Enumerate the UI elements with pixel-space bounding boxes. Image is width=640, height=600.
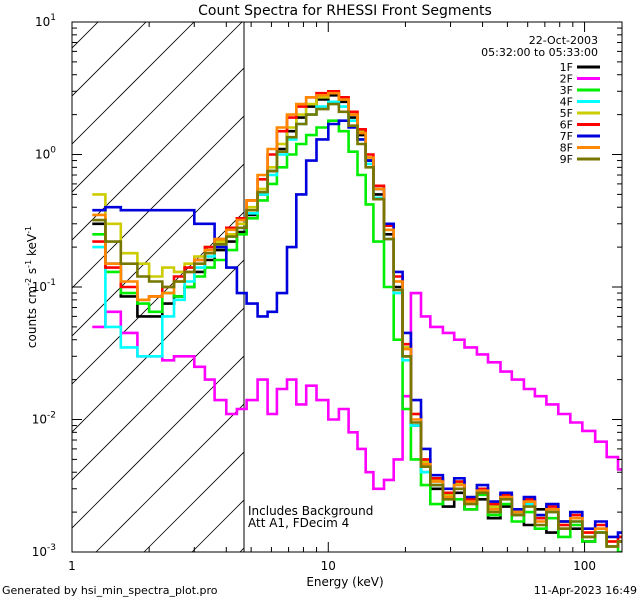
ylabel-part-1: counts cm: [25, 286, 39, 348]
y-tick-label: 10-2: [32, 411, 56, 427]
series-2F: [92, 291, 622, 491]
ylabel-sup-1: -2: [24, 278, 33, 286]
y-tick-label-base: 10: [35, 148, 50, 162]
legend-label-6F: 6F: [560, 119, 573, 132]
series-9F: [92, 102, 622, 548]
series-7F: [92, 119, 622, 539]
hatch-line: [72, 163, 244, 337]
hatch-line: [72, 355, 244, 529]
y-tick-label-exponent: -1: [47, 278, 56, 288]
hatch-line: [288, 0, 640, 552]
series-3F: [92, 119, 622, 552]
series-1F: [92, 94, 622, 548]
series-8F: [92, 91, 622, 548]
y-tick-label: 100: [35, 146, 56, 162]
y-tick-label: 10-3: [32, 543, 56, 559]
ylabel-part-3: keV: [25, 233, 39, 260]
y-tick-label: 10-1: [32, 278, 56, 294]
legend-label-7F: 7F: [560, 130, 573, 143]
hatch-line: [0, 0, 80, 552]
hatch-line: [72, 259, 244, 433]
x-axis-label: Energy (keV): [306, 575, 383, 589]
x-tick-label: 100: [573, 559, 596, 573]
y-tick-label-base: 10: [32, 545, 47, 559]
annotation-attenuator: Att A1, FDecim 4: [248, 516, 349, 530]
legend-label-2F: 2F: [560, 73, 573, 86]
y-tick-label-exponent: -3: [47, 543, 56, 553]
y-tick-label-base: 10: [35, 15, 50, 29]
legend-label-3F: 3F: [560, 84, 573, 97]
legend-label-9F: 9F: [560, 153, 573, 166]
hatch-line: [384, 0, 640, 552]
footer-generated-by: Generated by hsi_min_spectra_plot.pro: [2, 584, 218, 597]
hatch-line: [432, 0, 640, 552]
hatch-line: [95, 403, 244, 552]
hatch-line: [72, 22, 243, 193]
hatched-region: [0, 0, 640, 552]
footer-timestamp: 11-Apr-2023 16:49: [534, 584, 637, 597]
y-tick-label-exponent: 1: [50, 13, 56, 23]
hatch-line: [72, 307, 244, 481]
y-axis-label: counts cm-2 s-1 keV-1: [24, 226, 39, 348]
legend-label-4F: 4F: [560, 96, 573, 109]
ylabel-sup-2: -1: [24, 260, 33, 268]
x-tick-label: 10: [321, 559, 336, 573]
legend-label-5F: 5F: [560, 107, 573, 120]
chart-title: Count Spectra for RHESSI Front Segments: [198, 3, 492, 19]
x-tick-labels: 1 10 100: [68, 559, 596, 573]
x-tick-label: 1: [68, 559, 76, 573]
axis-ticks: [71, 21, 622, 553]
legend-time-range: 05:32:00 to 05:33:00: [481, 46, 598, 59]
legend-date: 22-Oct-2003: [529, 34, 598, 47]
y-tick-label: 101: [35, 13, 56, 29]
annotation-background: Includes Background: [248, 504, 373, 518]
hatch-line: [239, 547, 244, 552]
hatch-line: [72, 67, 244, 241]
hatch-line: [72, 22, 195, 145]
legend-label-8F: 8F: [560, 142, 573, 155]
hatch-line: [72, 115, 244, 289]
ylabel-sup-3: -1: [24, 226, 33, 234]
hatch-line: [72, 22, 99, 49]
y-tick-label-base: 10: [32, 280, 47, 294]
hatch-line: [336, 0, 640, 552]
y-tick-label-exponent: 0: [50, 146, 56, 156]
series-4F: [92, 100, 622, 548]
hatch-line: [72, 22, 147, 97]
y-tick-label-exponent: -2: [47, 411, 56, 421]
ylabel-part-2: s: [25, 268, 39, 278]
legend-label-1F: 1F: [560, 61, 573, 74]
series-layer: [92, 90, 622, 552]
y-tick-label-base: 10: [32, 413, 47, 427]
hatch-line: [143, 451, 244, 552]
